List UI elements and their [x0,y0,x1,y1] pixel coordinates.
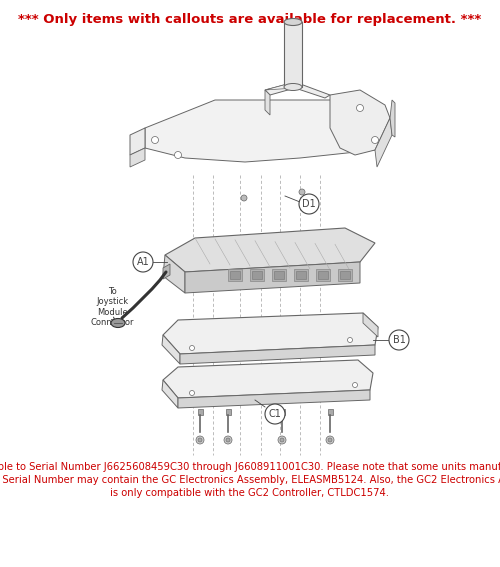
Circle shape [372,137,378,143]
Bar [294,269,308,281]
Bar [316,269,330,281]
Polygon shape [165,228,375,272]
Circle shape [190,391,194,396]
Polygon shape [390,100,395,137]
Text: D1: D1 [302,199,316,209]
Circle shape [174,151,182,159]
Circle shape [196,436,204,444]
Ellipse shape [284,83,302,91]
Circle shape [389,330,409,350]
Circle shape [299,194,319,214]
Polygon shape [163,255,185,293]
Polygon shape [284,22,302,87]
Bar [280,409,284,415]
Polygon shape [162,335,180,364]
Text: To
Joystick
Module
Connector: To Joystick Module Connector [90,287,134,327]
Bar [340,271,350,279]
Bar [296,271,306,279]
Bar [252,271,262,279]
Polygon shape [363,313,378,337]
Polygon shape [375,118,392,167]
Circle shape [265,404,285,424]
Circle shape [352,383,358,387]
Bar [328,409,332,415]
Polygon shape [180,345,375,364]
Text: A1: A1 [136,257,149,267]
Text: C1: C1 [268,409,281,419]
Bar [318,271,328,279]
Circle shape [241,195,247,201]
Polygon shape [163,313,378,354]
Bar [226,409,230,415]
Circle shape [280,438,284,442]
Polygon shape [265,90,270,115]
Polygon shape [162,380,178,408]
Circle shape [328,438,332,442]
Bar [230,271,240,279]
Polygon shape [163,360,373,398]
Bar [338,269,352,281]
Circle shape [152,137,158,143]
Ellipse shape [284,19,302,26]
Circle shape [326,436,334,444]
Text: *** Only items with callouts are available for replacement. ***: *** Only items with callouts are availab… [18,13,481,26]
Bar [274,271,284,279]
Bar [198,409,202,415]
Polygon shape [178,390,370,408]
Polygon shape [265,82,330,98]
Circle shape [356,104,364,112]
Polygon shape [163,264,170,279]
Polygon shape [130,128,145,155]
Bar [272,269,286,281]
Polygon shape [330,90,390,155]
Ellipse shape [111,319,125,328]
Circle shape [198,438,202,442]
Circle shape [190,345,194,350]
Circle shape [133,252,153,272]
Bar [250,269,264,281]
Polygon shape [185,262,360,293]
Circle shape [278,436,286,444]
Polygon shape [130,148,145,167]
Polygon shape [265,82,295,90]
Circle shape [224,436,232,444]
Text: B1: B1 [392,335,406,345]
Bar [228,269,242,281]
Text: Applicable to Serial Number J6625608459C30 through J6608911001C30. Please note t: Applicable to Serial Number J6625608459C… [0,462,500,498]
Circle shape [299,189,305,195]
Circle shape [348,337,352,342]
Polygon shape [145,100,390,162]
Circle shape [226,438,230,442]
